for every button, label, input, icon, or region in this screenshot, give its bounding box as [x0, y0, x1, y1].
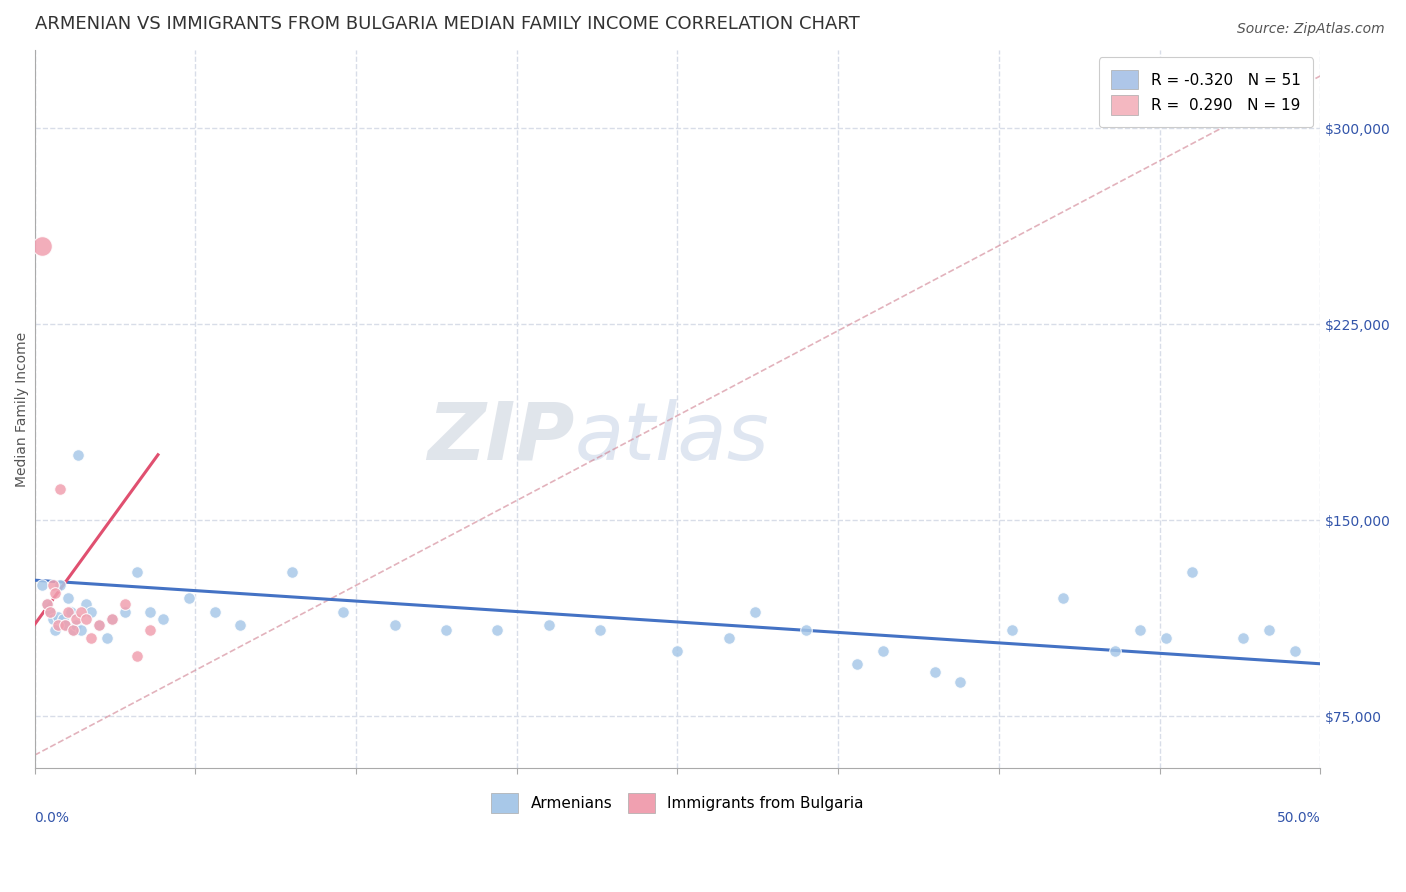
Text: Source: ZipAtlas.com: Source: ZipAtlas.com	[1237, 22, 1385, 37]
Point	[1257, 623, 1279, 637]
Point	[75, 612, 97, 626]
Point	[52, 612, 75, 626]
Y-axis label: Median Family Income: Median Family Income	[15, 332, 30, 487]
Point	[1181, 566, 1204, 580]
Point	[44, 623, 66, 637]
Point	[37, 597, 59, 611]
Point	[1001, 623, 1024, 637]
Text: 50.0%: 50.0%	[1277, 812, 1320, 825]
Point	[872, 643, 894, 657]
Point	[44, 586, 66, 600]
Text: ARMENIAN VS IMMIGRANTS FROM BULGARIA MEDIAN FAMILY INCOME CORRELATION CHART: ARMENIAN VS IMMIGRANTS FROM BULGARIA MED…	[35, 15, 859, 33]
Point	[49, 482, 72, 496]
Point	[37, 597, 59, 611]
Point	[87, 617, 110, 632]
Point	[100, 612, 122, 626]
Text: 0.0%: 0.0%	[35, 812, 69, 825]
Point	[31, 239, 53, 253]
Point	[69, 623, 91, 637]
Point	[65, 612, 87, 626]
Point	[846, 657, 869, 671]
Point	[794, 623, 817, 637]
Point	[31, 578, 53, 592]
Point	[62, 623, 84, 637]
Point	[434, 623, 457, 637]
Point	[384, 617, 406, 632]
Point	[229, 617, 252, 632]
Legend: Armenians, Immigrants from Bulgaria: Armenians, Immigrants from Bulgaria	[478, 781, 876, 825]
Point	[49, 578, 72, 592]
Point	[65, 617, 87, 632]
Point	[589, 623, 612, 637]
Point	[80, 605, 103, 619]
Point	[62, 623, 84, 637]
Text: ZIP: ZIP	[427, 399, 575, 477]
Point	[100, 612, 122, 626]
Point	[1154, 631, 1177, 645]
Point	[59, 605, 82, 619]
Point	[1129, 623, 1152, 637]
Point	[67, 448, 90, 462]
Text: atlas: atlas	[575, 399, 769, 477]
Point	[114, 597, 136, 611]
Point	[96, 631, 118, 645]
Point	[55, 617, 77, 632]
Point	[87, 617, 110, 632]
Point	[717, 631, 740, 645]
Point	[152, 612, 174, 626]
Point	[204, 605, 226, 619]
Point	[41, 578, 63, 592]
Point	[56, 591, 79, 606]
Point	[41, 612, 63, 626]
Point	[39, 605, 62, 619]
Point	[114, 605, 136, 619]
Point	[1052, 591, 1074, 606]
Point	[1104, 643, 1126, 657]
Point	[486, 623, 509, 637]
Point	[537, 617, 560, 632]
Point	[666, 643, 689, 657]
Point	[56, 605, 79, 619]
Point	[139, 605, 162, 619]
Point	[46, 617, 69, 632]
Point	[332, 605, 354, 619]
Point	[127, 648, 149, 663]
Point	[744, 605, 766, 619]
Point	[75, 597, 97, 611]
Point	[177, 591, 200, 606]
Point	[280, 566, 302, 580]
Point	[69, 605, 91, 619]
Point	[80, 631, 103, 645]
Point	[139, 623, 162, 637]
Point	[46, 609, 69, 624]
Point	[1284, 643, 1306, 657]
Point	[949, 675, 972, 690]
Point	[924, 665, 946, 679]
Point	[55, 617, 77, 632]
Point	[127, 566, 149, 580]
Point	[1232, 631, 1254, 645]
Point	[39, 605, 62, 619]
